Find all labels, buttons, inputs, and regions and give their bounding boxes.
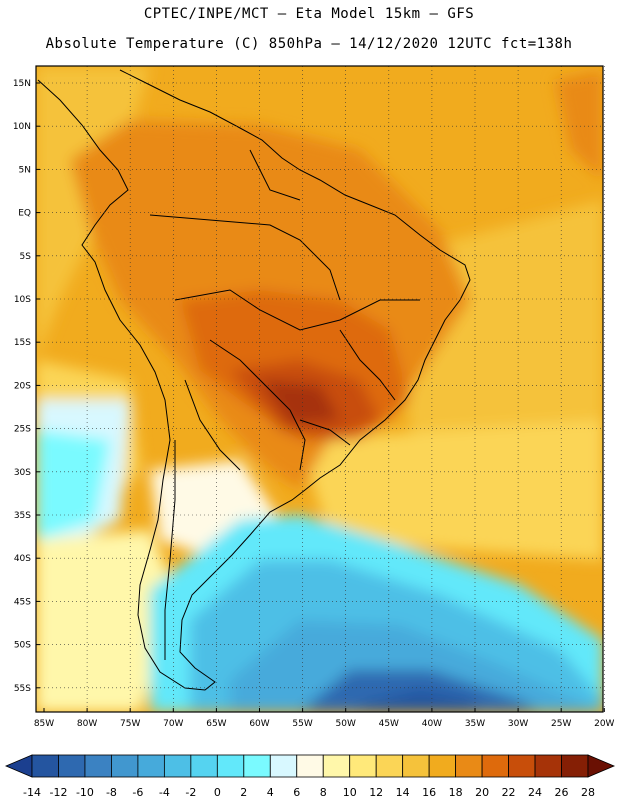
colorbar-label: 2 <box>240 786 247 799</box>
lat-label: 5N <box>19 165 31 175</box>
latitude-labels: 15N 10N 5N EQ 5S 10S 15S 20S 25S 30S 35S 40S 45S 50S 5… <box>13 79 40 694</box>
colorbar-swatch <box>58 754 86 778</box>
lat-label: 50S <box>14 641 31 651</box>
lon-label: 20W <box>594 719 614 729</box>
colorbar-low-arrow <box>4 754 33 778</box>
colorbar-label: -10 <box>76 786 94 799</box>
colorbar-label: 6 <box>293 786 300 799</box>
colorbar-label: 14 <box>396 786 410 799</box>
lat-label: 10N <box>13 122 31 132</box>
colorbar-label: 8 <box>320 786 327 799</box>
coastlines <box>37 69 471 691</box>
lat-label: 20S <box>14 381 31 391</box>
colorbar-swatch <box>508 754 536 778</box>
lat-label: 25S <box>14 425 31 435</box>
colorbar-swatch <box>322 754 351 778</box>
gridlines <box>36 66 605 712</box>
colorbar-swatch <box>137 754 165 778</box>
colorbar-swatch <box>375 754 404 778</box>
lon-label: 60W <box>249 719 269 729</box>
colorbar-label: 28 <box>581 786 595 799</box>
lat-label: EQ <box>18 209 31 219</box>
colorbar-label: 18 <box>449 786 463 799</box>
lat-label: 30S <box>14 468 31 478</box>
longitude-labels: 85W 80W 75W 70W 65W 60W 55W 50W 45W 40W 35W 30W 25W 2… <box>34 708 615 729</box>
lon-label: 55W <box>292 719 312 729</box>
colorbar-swatch <box>402 754 430 778</box>
colorbar-label: -4 <box>159 786 170 799</box>
lon-label: 40W <box>422 719 442 729</box>
colorbar-label: -6 <box>132 786 143 799</box>
lat-label: 15N <box>13 79 31 89</box>
colorbar-label: 26 <box>555 786 569 799</box>
colorbar-label: -2 <box>185 786 196 799</box>
colorbar-label: 22 <box>502 786 516 799</box>
lon-label: 45W <box>379 719 399 729</box>
colorbar-swatch <box>163 754 192 778</box>
lon-label: 70W <box>163 719 183 729</box>
colorbar-label: 20 <box>475 786 489 799</box>
lon-label: 25W <box>551 719 571 729</box>
lon-label: 35W <box>465 719 485 729</box>
colorbar-swatch <box>269 754 298 778</box>
colorbar-swatch <box>111 754 139 778</box>
colorbar-swatch <box>216 754 245 778</box>
lat-label: 40S <box>14 554 31 564</box>
lat-label: 15S <box>14 338 31 348</box>
map-frame <box>35 65 604 713</box>
lat-label: 10S <box>14 295 31 305</box>
colorbar-swatch <box>481 754 509 778</box>
colorbar-swatch <box>455 754 483 778</box>
colorbar-swatch <box>296 754 324 778</box>
colorbar-swatch <box>561 754 589 778</box>
lon-label: 85W <box>34 719 54 729</box>
colorbar-label: -8 <box>106 786 117 799</box>
colorbar-swatch <box>84 754 112 778</box>
colorbar-swatch <box>534 754 562 778</box>
colorbar-swatch <box>243 754 271 778</box>
colorbar-swatch <box>428 754 457 778</box>
colorbar-high-arrow <box>587 754 616 778</box>
lat-label: 5S <box>20 252 32 262</box>
colorbar-label: -14 <box>23 786 41 799</box>
lat-label: 45S <box>14 597 31 607</box>
map-title-line1: CPTEC/INPE/MCT – Eta Model 15km – GFS <box>143 6 475 22</box>
colorbar-label: 24 <box>528 786 542 799</box>
map-title-line2: Absolute Temperature (C) 850hPa – 14/12/… <box>45 36 573 52</box>
colorbar-label: -12 <box>49 786 67 799</box>
lon-label: 30W <box>508 719 528 729</box>
lon-label: 50W <box>336 719 356 729</box>
lon-label: 75W <box>120 719 140 729</box>
lat-label: 35S <box>14 511 31 521</box>
colorbar-swatch <box>31 754 59 778</box>
colorbar-swatch <box>190 754 218 778</box>
colorbar-label: 10 <box>343 786 357 799</box>
colorbar: -14 -12 -10 -8 -6 -4 -2 0 2 4 6 8 10 12 14 16 18 20 22 24 26… <box>4 754 616 799</box>
colorbar-label: 0 <box>214 786 221 799</box>
temperature-field <box>36 66 603 712</box>
lon-label: 80W <box>77 719 97 729</box>
colorbar-label: 12 <box>369 786 383 799</box>
colorbar-label: 4 <box>267 786 274 799</box>
lon-label: 65W <box>206 719 226 729</box>
colorbar-swatch <box>349 754 377 778</box>
colorbar-label: 16 <box>422 786 436 799</box>
lat-label: 55S <box>14 684 31 694</box>
